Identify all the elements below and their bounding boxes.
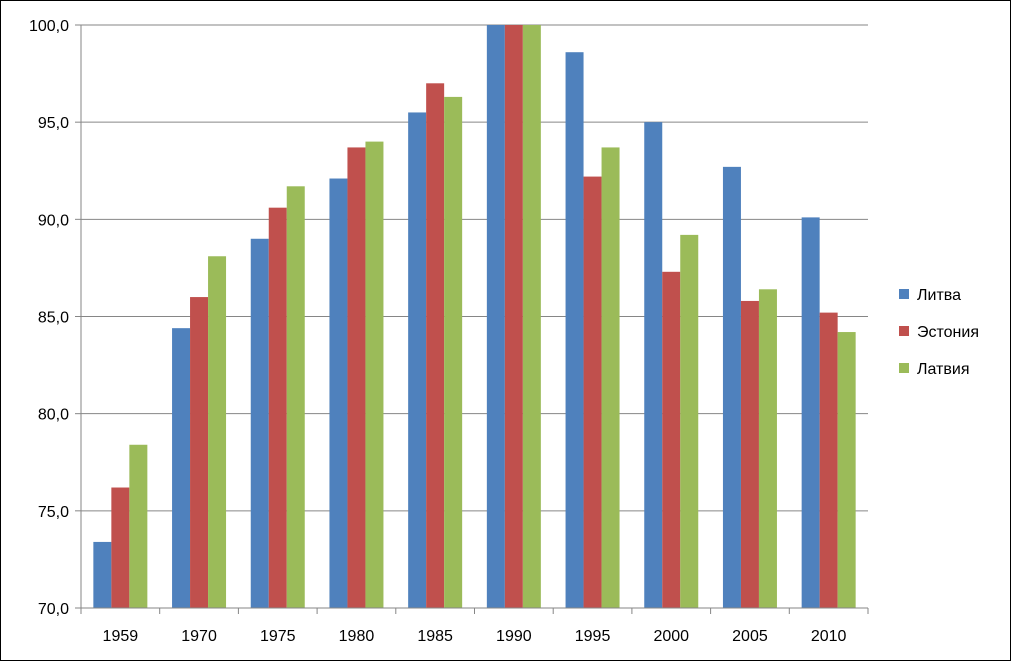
bar-2010-series-0 — [801, 217, 820, 608]
bar-1985-series-0 — [408, 112, 427, 608]
legend-swatch — [899, 363, 909, 373]
bar-2000-series-2 — [680, 234, 699, 608]
legend-swatch — [899, 289, 909, 299]
bar-2005-series-1 — [740, 300, 759, 608]
y-tick-label: 100,0 — [29, 18, 69, 35]
bar-2010-series-2 — [837, 332, 856, 608]
x-tick-label: 1959 — [103, 628, 139, 645]
bar-1990-series-1 — [504, 25, 523, 608]
y-tick-label: 90,0 — [38, 212, 69, 229]
x-tick-label: 1985 — [417, 628, 453, 645]
bar-1995-series-1 — [583, 176, 602, 608]
y-tick-label: 85,0 — [38, 310, 69, 327]
x-tick-label: 1970 — [181, 628, 217, 645]
legend: Литва Эстония Латвия — [899, 287, 979, 378]
legend-label: Латвия — [917, 361, 969, 378]
legend-swatch — [899, 326, 909, 336]
y-axis-ticks: 70,0 75,0 80,0 85,0 90,0 95,0 100,0 — [29, 18, 81, 618]
bar-1995-series-2 — [601, 147, 620, 608]
bar-2005-series-2 — [758, 289, 777, 608]
bar-1970-series-2 — [208, 256, 227, 608]
legend-label: Литва — [917, 287, 961, 304]
bar-2005-series-0 — [722, 166, 741, 608]
bar-1959-series-0 — [93, 541, 112, 608]
bar-1970-series-1 — [190, 297, 209, 608]
bar-1975-series-0 — [250, 238, 269, 608]
legend-label: Эстония — [917, 324, 979, 341]
bar-1990-series-2 — [522, 25, 541, 608]
bar-1980-series-0 — [329, 178, 348, 609]
y-tick-label: 75,0 — [38, 504, 69, 521]
x-tick-label: 2000 — [653, 628, 689, 645]
bar-1985-series-2 — [444, 96, 463, 609]
bars — [93, 25, 856, 609]
bar-1980-series-2 — [365, 141, 384, 608]
bar-1995-series-0 — [565, 52, 584, 608]
x-tick-label: 2010 — [811, 628, 847, 645]
y-tick-label: 80,0 — [38, 407, 69, 424]
bar-1959-series-1 — [111, 487, 130, 608]
bar-1975-series-1 — [268, 207, 287, 608]
bar-2010-series-1 — [819, 312, 838, 608]
bar-1975-series-2 — [286, 186, 305, 608]
x-axis-ticks: 1959 1970 1975 1980 1985 1990 1995 2000 2005 2010 — [80, 608, 869, 645]
bar-2000-series-0 — [644, 122, 663, 609]
bar-1990-series-0 — [486, 25, 505, 608]
bar-1970-series-0 — [172, 328, 191, 608]
x-tick-label: 1990 — [496, 628, 532, 645]
bar-1985-series-1 — [426, 83, 445, 609]
bar-2000-series-1 — [662, 271, 681, 608]
x-tick-label: 2005 — [732, 628, 768, 645]
bar-1980-series-1 — [347, 147, 366, 608]
x-tick-label: 1980 — [339, 628, 375, 645]
bar-1959-series-2 — [129, 444, 148, 608]
y-tick-label: 70,0 — [38, 601, 69, 618]
x-tick-label: 1975 — [260, 628, 296, 645]
y-tick-label: 95,0 — [38, 115, 69, 132]
x-tick-label: 1995 — [575, 628, 611, 645]
